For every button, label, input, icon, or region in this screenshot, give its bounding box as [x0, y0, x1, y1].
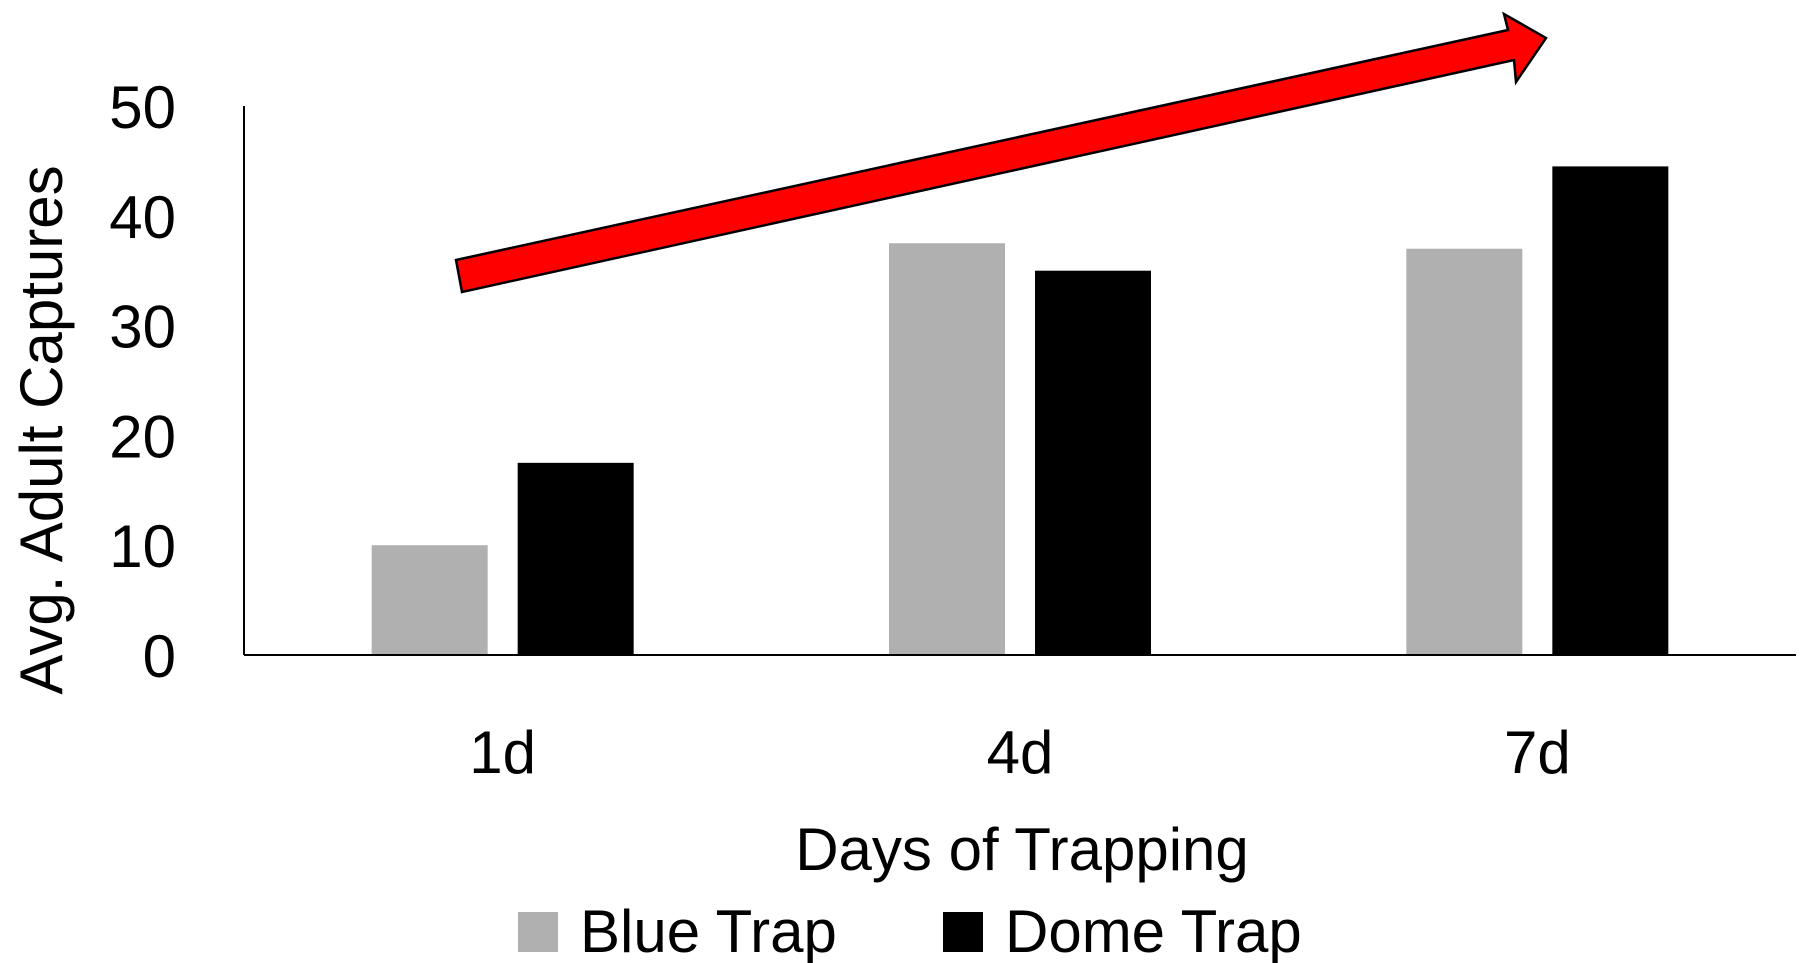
x-tick-label: 1d	[469, 719, 536, 786]
trend-arrow	[454, 11, 1548, 294]
x-axis-ticks: 1d 4d 7d	[469, 719, 1570, 786]
legend-label: Dome Trap	[1005, 898, 1302, 963]
y-tick-label: 20	[109, 403, 176, 470]
y-tick-label: 0	[143, 623, 176, 690]
x-axis-label: Days of Trapping	[795, 816, 1249, 883]
y-tick-label: 30	[109, 294, 176, 361]
legend: Blue Trap Dome Trap	[518, 898, 1302, 963]
legend-swatch	[943, 912, 983, 952]
bars	[371, 166, 1669, 656]
y-tick-label: 50	[109, 74, 176, 141]
legend-label: Blue Trap	[580, 898, 837, 963]
x-tick-label: 7d	[1504, 719, 1571, 786]
bar-blue-trap-7d	[1406, 248, 1523, 656]
bar-blue-trap-1d	[371, 545, 488, 655]
bar-dome-trap-4d	[1035, 270, 1151, 655]
y-axis-label: Avg. Adult Captures	[8, 165, 75, 694]
y-tick-label: 10	[109, 513, 176, 580]
y-tick-label: 40	[109, 184, 176, 251]
y-axis-ticks: 0 10 20 30 40 50	[109, 74, 176, 690]
bar-blue-trap-4d	[889, 243, 1005, 655]
bar-dome-trap-7d	[1552, 166, 1669, 655]
x-tick-label: 4d	[987, 719, 1054, 786]
bar-dome-trap-1d	[517, 462, 634, 655]
legend-swatch	[518, 912, 558, 952]
